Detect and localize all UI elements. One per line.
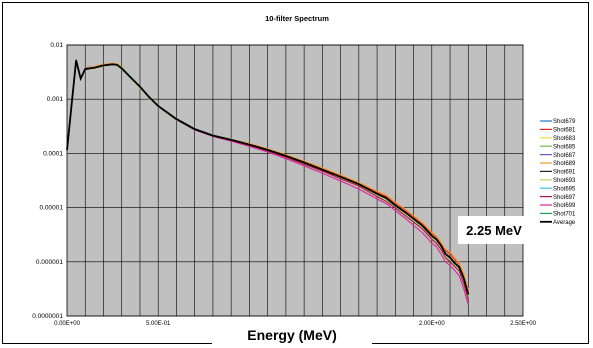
legend-label: Shot697 — [553, 195, 576, 201]
legend-label: Average — [553, 220, 576, 226]
y-tick-label: 0.001 — [47, 96, 64, 103]
x-tick-label: 0.00E+00 — [54, 321, 81, 327]
plot-area — [66, 44, 524, 317]
annotation-label: 2.25 MeV — [466, 223, 522, 238]
annotation-box — [458, 216, 530, 244]
legend-label: Shot701 — [553, 212, 576, 218]
legend-label: Shot699 — [553, 203, 576, 209]
legend-label: Shot681 — [553, 128, 576, 134]
axes: 0.01 0.001 0.0001 0.00001 0.000001 0.00000010… — [32, 42, 536, 327]
x-tick-label: 2.00E+00 — [419, 321, 446, 327]
x-tick-label: 5.00E-01 — [146, 321, 171, 327]
series-line-average — [66, 60, 470, 295]
y-tick-label: 0.0001 — [43, 150, 63, 157]
legend-label: Shot689 — [553, 161, 576, 167]
plot-background — [66, 44, 524, 317]
energy-annotation: 2.25 MeV — [458, 216, 530, 244]
legend-label: Shot687 — [553, 153, 576, 159]
chart-title: 10-filter Spectrum — [265, 14, 329, 23]
y-tick-label: 0.0000001 — [32, 313, 63, 320]
x-axis-title-box — [212, 322, 372, 346]
series-line-shot689 — [66, 60, 469, 291]
legend-label: Shot691 — [553, 170, 576, 176]
grid-lines — [67, 44, 523, 317]
y-tick-label: 0.00001 — [40, 205, 64, 212]
y-tick-label: 0.000001 — [36, 259, 63, 266]
legend-label: Shot683 — [553, 136, 576, 142]
legend-label: Shot695 — [553, 186, 576, 192]
legend: Shot679 Shot681 Shot683 Shot685 Shot687 Shot6… — [540, 119, 576, 226]
legend-label: Shot685 — [553, 144, 576, 150]
legend-label: Shot693 — [553, 178, 576, 184]
y-tick-label: 0.01 — [50, 42, 63, 49]
x-tick-label: 2.50E+00 — [510, 321, 537, 327]
x-axis-title-group: Energy (MeV) — [212, 322, 372, 346]
legend-label: Shot679 — [553, 119, 576, 125]
series-lines — [66, 58, 470, 306]
x-axis-title: Energy (MeV) — [247, 327, 336, 343]
